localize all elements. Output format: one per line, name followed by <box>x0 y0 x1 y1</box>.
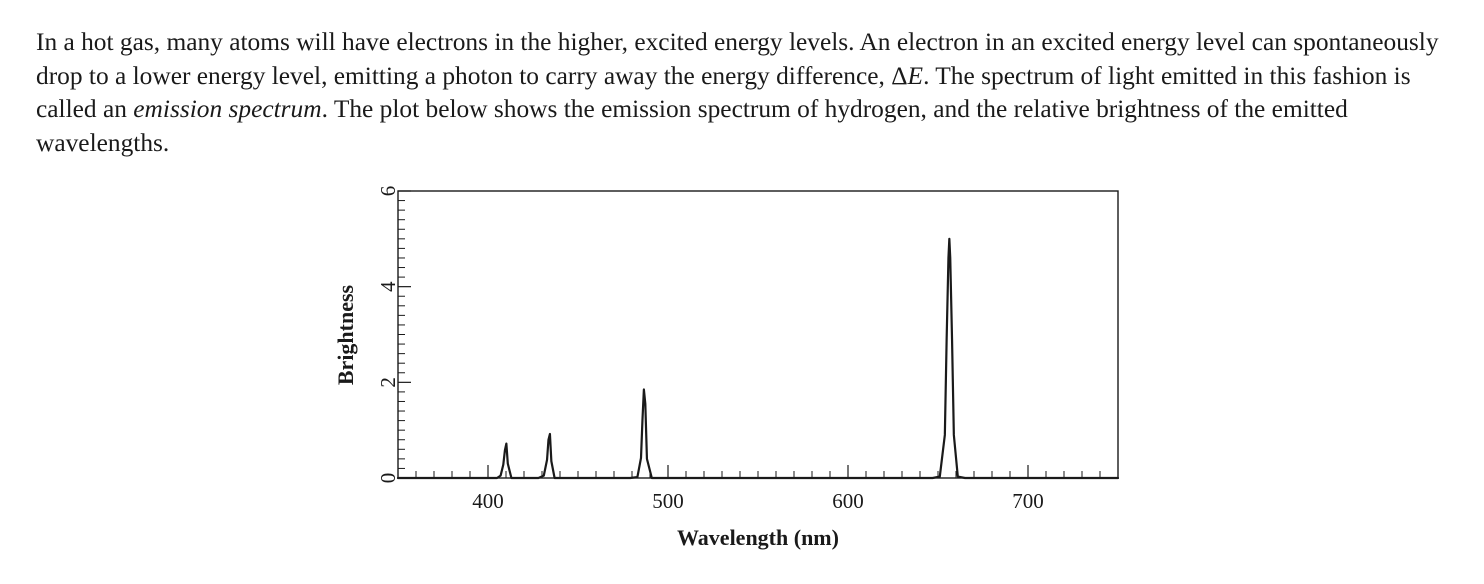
y-tick-label: 0 <box>376 473 400 484</box>
intro-text-part-2: . The spectrum of light emitted in this … <box>36 61 1411 124</box>
x-tick-label: 400 <box>472 489 504 513</box>
major-ticks <box>398 190 1029 479</box>
minor-ticks <box>398 200 1101 478</box>
x-axis-title: Wavelength (nm) <box>677 525 839 550</box>
x-tick-label: 600 <box>832 489 864 513</box>
plot-frame <box>397 190 1119 479</box>
intro-text-part-1: In a hot gas, many atoms will have elect… <box>36 28 1439 90</box>
intro-paragraph: In a hot gas, many atoms will have elect… <box>36 26 1456 160</box>
energy-symbol: E <box>907 61 924 90</box>
x-tick-label: 500 <box>652 489 684 513</box>
intro-text-part-3: . The plot below shows the emission spec… <box>36 95 1348 157</box>
y-tick-labels: 0 2 4 6 <box>376 186 400 484</box>
x-tick-labels: 400 500 600 700 <box>472 489 1044 513</box>
y-axis-title: Brightness <box>333 284 358 385</box>
y-tick-label: 2 <box>376 377 400 388</box>
emission-spectrum-term: emission spectrum <box>133 95 322 123</box>
spectrum-line <box>396 237 1120 480</box>
y-tick-label: 6 <box>376 186 400 197</box>
delta-symbol: Δ <box>891 61 908 90</box>
x-tick-label: 700 <box>1012 489 1044 513</box>
y-tick-label: 4 <box>376 281 400 292</box>
